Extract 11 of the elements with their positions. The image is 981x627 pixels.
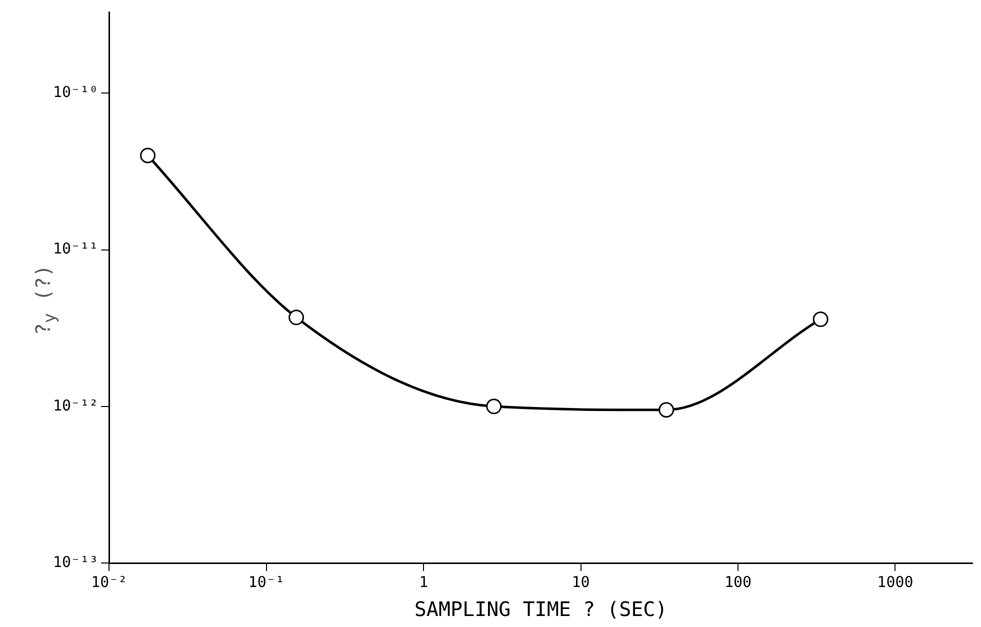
x-tick-label: 10 <box>572 572 590 591</box>
y-tick-label: 10⁻¹⁰ <box>53 83 98 102</box>
y-tick-label: 10⁻¹² <box>53 396 98 414</box>
y-tick-label: 10⁻¹¹ <box>53 240 98 258</box>
x-tick-label: 10⁻² <box>91 572 128 591</box>
x-tick-label: 10⁻¹ <box>248 572 284 591</box>
x-tick-label: 100 <box>724 572 752 591</box>
y-tick-label: 10⁻¹³ <box>53 552 98 571</box>
x-axis-title: SAMPLING TIME ? (SEC) <box>414 597 668 622</box>
x-tick-label: 1000 <box>877 572 914 591</box>
x-tick-label: 1 <box>419 572 428 591</box>
